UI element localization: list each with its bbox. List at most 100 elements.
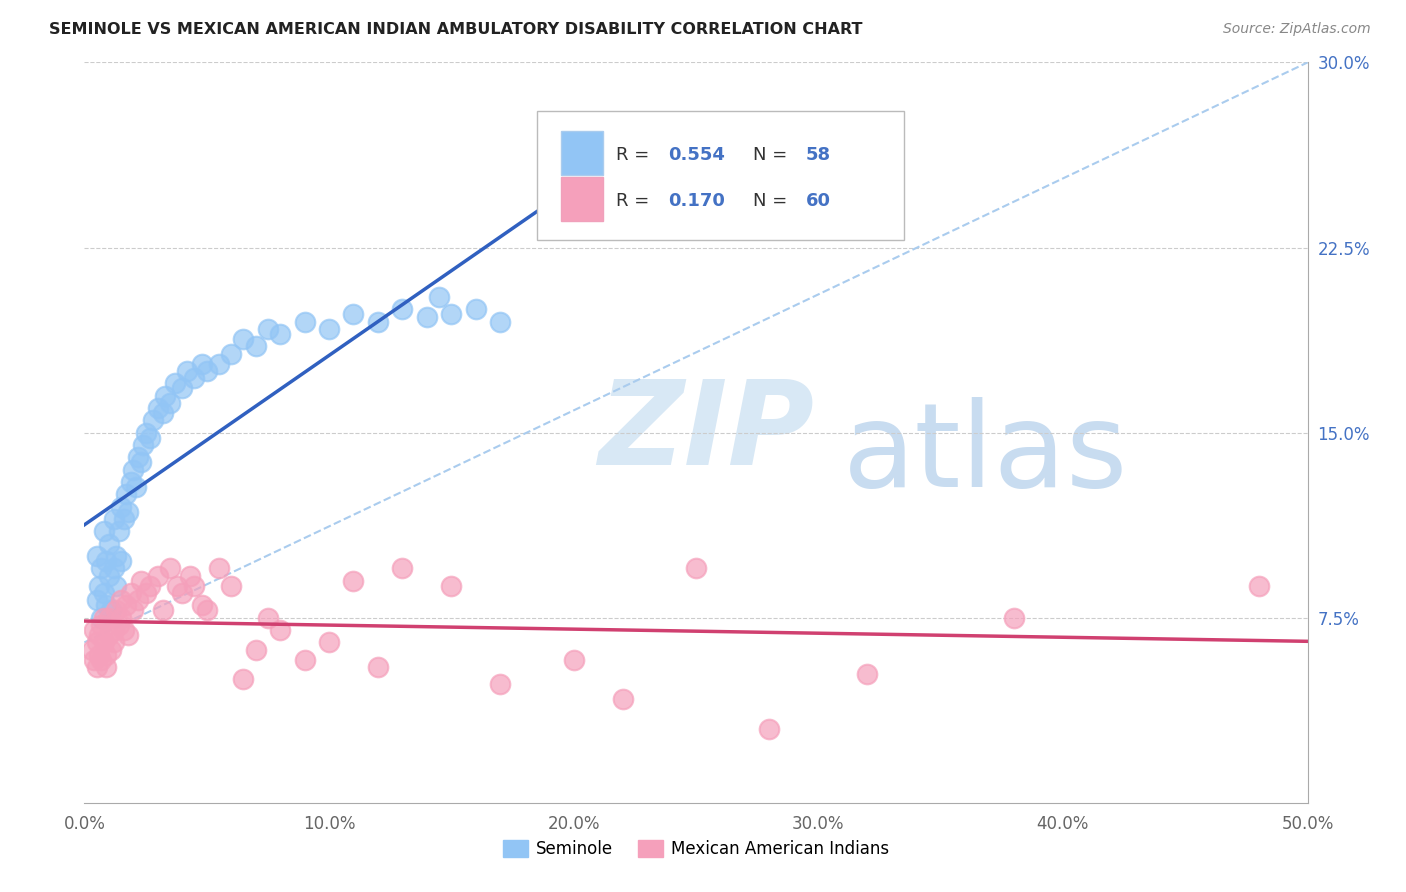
Point [93,586,115,600]
Point [685,561,707,575]
Text: N =: N = [754,145,793,164]
Point [232,332,254,346]
Point [129,455,152,469]
Point [183,371,205,385]
Point [96,648,118,662]
Point [107,618,129,632]
Point [257,610,280,624]
Point [103,623,125,637]
Point [96,554,118,568]
Text: 58: 58 [806,145,831,164]
Point [105,549,128,563]
Point [139,431,162,445]
Text: SEMINOLE VS MEXICAN AMERICAN INDIAN AMBULATORY DISABILITY CORRELATION CHART: SEMINOLE VS MEXICAN AMERICAN INDIAN AMBU… [49,22,863,37]
Text: 0.554: 0.554 [668,145,724,164]
Point [135,586,157,600]
Point [416,310,439,324]
Point [127,450,149,465]
Point [110,500,132,514]
Point [120,475,142,489]
Point [440,307,463,321]
Point [179,568,201,582]
Point [87,628,110,642]
Point [342,574,364,588]
FancyBboxPatch shape [561,131,603,175]
FancyBboxPatch shape [561,177,603,220]
Point [172,381,194,395]
Point [86,660,108,674]
Point [489,314,512,328]
Point [219,346,242,360]
Point [96,660,118,674]
Point [90,610,112,624]
FancyBboxPatch shape [537,111,904,240]
Point [105,603,128,617]
Point [153,388,176,402]
Point [125,480,148,494]
Point [117,628,139,642]
Point [100,603,122,617]
Point [80,642,103,657]
Point [90,653,112,667]
Point [709,166,731,180]
Point [208,357,231,371]
Legend: Seminole, Mexican American Indians: Seminole, Mexican American Indians [496,833,896,865]
Point [191,599,214,613]
Point [232,673,254,687]
Point [97,568,120,582]
Point [93,524,115,539]
Point [86,635,108,649]
Point [159,396,181,410]
Point [269,326,291,341]
Point [758,722,780,736]
Point [318,322,340,336]
Point [391,302,413,317]
Text: 0.170: 0.170 [668,192,724,210]
Point [86,549,108,563]
Text: Source: ZipAtlas.com: Source: ZipAtlas.com [1223,22,1371,37]
Point [122,603,145,617]
Point [117,505,139,519]
Point [318,635,340,649]
Point [86,593,108,607]
Point [208,561,231,575]
Point [391,561,413,575]
Point [112,623,135,637]
Point [93,635,115,649]
Point [127,593,149,607]
Text: 60: 60 [806,192,831,210]
Point [294,314,316,328]
Point [100,642,122,657]
Point [93,610,115,624]
Point [166,579,188,593]
Point [152,603,174,617]
Point [110,610,132,624]
Text: ZIP: ZIP [598,376,814,490]
Point [90,618,112,632]
Point [103,512,125,526]
Point [146,401,169,415]
Point [135,425,157,440]
Point [1247,579,1270,593]
Point [856,667,879,681]
Point [115,599,138,613]
Point [269,623,291,637]
Point [105,579,128,593]
Point [294,653,316,667]
Point [103,561,125,575]
Point [97,610,120,624]
Text: R =: R = [616,192,655,210]
Text: R =: R = [616,145,655,164]
Point [427,290,450,304]
Point [87,579,110,593]
Point [195,603,218,617]
Point [342,307,364,321]
Point [152,406,174,420]
Point [97,628,120,642]
Text: N =: N = [754,192,793,210]
Point [183,579,205,593]
Point [612,692,634,706]
Point [97,536,120,550]
Point [163,376,186,391]
Point [440,579,463,593]
